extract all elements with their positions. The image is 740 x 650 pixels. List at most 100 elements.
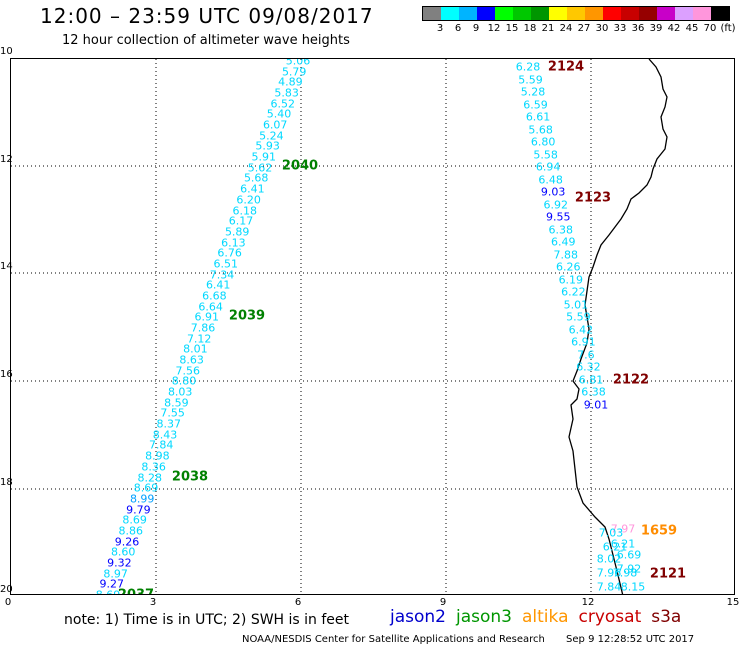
legend-swatch (459, 7, 477, 20)
wave-height-label: 8.37 (156, 417, 182, 431)
legend-label: 15 (505, 23, 519, 34)
wave-height-label: 6.18 (232, 204, 258, 218)
wave-height-label: 7.6 (577, 348, 595, 362)
wave-height-label: 9.32 (107, 556, 132, 570)
wave-height-label: 8.60 (110, 545, 136, 559)
legend-swatch (585, 7, 603, 20)
wave-height-label: 6.41 (240, 182, 265, 196)
wave-height-label: 5.40 (266, 107, 292, 121)
legend-label: (ft) (720, 23, 736, 34)
wave-height-label: 8.69 (133, 481, 159, 495)
wave-height-label: 8.28 (137, 471, 163, 485)
wave-height-label: 6.51 (213, 257, 239, 271)
satellite-name: jason3 (456, 607, 512, 627)
wave-height-label: 7.12 (186, 332, 212, 346)
wave-height-label: 5.24 (259, 129, 284, 143)
map-plot: 5.06 5.79 4.89 5.83 6.52 5.40 6.07 5.24 5.93 5.91… (10, 58, 735, 595)
grid-lines (11, 59, 734, 594)
legend-swatch (603, 7, 621, 20)
legend-label: 3 (436, 23, 444, 34)
legend-label: 36 (631, 23, 645, 34)
wave-height-label: 9.01 (583, 398, 609, 412)
wave-height-label: 5.68 (528, 123, 553, 137)
wave-height-label: 7.34 (209, 268, 235, 282)
legend-swatch (513, 7, 531, 20)
wave-height-label: 6.38 (581, 385, 606, 399)
legend-swatch (423, 7, 441, 20)
wave-height-label: 6.76 (217, 246, 242, 260)
wave-height-label: 7.98 (612, 566, 638, 580)
wave-height-label: 5.59 (566, 310, 591, 324)
color-legend: 3 6 9 12 15 18 21 24 27 30 33 36 39 42 45 70 (ft) (422, 6, 736, 35)
wave-height-label: 6.92 (543, 198, 568, 212)
wave-height-label: 5.62 (247, 161, 273, 175)
wave-height-label: 8.63 (179, 353, 204, 367)
wave-height-label: 8.99 (129, 492, 155, 506)
wave-height-label: 8.86 (118, 524, 144, 538)
wave-height-label: 6.07 (262, 118, 288, 132)
wave-height-label: 7.96 (596, 566, 622, 580)
wave-height-label: 9.79 (126, 503, 151, 517)
legend-swatch (711, 7, 729, 20)
y-tick-label: 18 (0, 477, 13, 488)
wave-height-label: 9.55 (545, 210, 571, 224)
wave-height-label: 9.26 (114, 535, 140, 549)
legend-swatch (549, 7, 567, 20)
map-canvas (11, 59, 734, 594)
legend-label: 42 (667, 23, 681, 34)
legend-label: 6 (454, 23, 462, 34)
wave-height-label: 5.91 (251, 150, 277, 164)
wave-height-label: 5.79 (281, 65, 307, 79)
wave-height-label: 6.59 (523, 98, 548, 112)
y-tick-label: 16 (0, 369, 13, 380)
pass-number-label: 2121 (649, 566, 687, 582)
wave-height-label: 5.59 (518, 73, 543, 87)
map-title: 12:00 – 23:59 UTC 09/08/2017 (40, 4, 374, 28)
wave-height-label: 8.03 (167, 385, 193, 399)
legend-label: 70 (703, 23, 717, 34)
legend-label: 21 (541, 23, 555, 34)
legend-label: 30 (595, 23, 609, 34)
wave-height-label: 8.43 (152, 428, 178, 442)
wave-height-label: 8.01 (183, 342, 208, 356)
pass-number-label: 2037 (117, 587, 155, 595)
legend-swatch (639, 7, 657, 20)
x-tick-label: 15 (726, 597, 740, 608)
wave-height-label: 8.02 (596, 552, 622, 566)
wave-height-label: 7.55 (160, 406, 185, 420)
wave-height-label: 6.26 (556, 260, 581, 274)
wave-height-label: 6.20 (236, 193, 261, 207)
legend-swatch (495, 7, 513, 20)
pass-number-label: 2040 (281, 158, 319, 174)
wave-height-label: 5.06 (285, 58, 311, 68)
wave-height-label: 5.93 (255, 139, 280, 153)
wave-height-label: 7.92 (616, 562, 642, 576)
wave-height-label: 6.80 (530, 135, 556, 149)
y-tick-label: 14 (0, 261, 13, 272)
legend-swatch (567, 7, 585, 20)
wave-height-label: 6.61 (525, 110, 551, 124)
legend-label: 12 (487, 23, 501, 34)
wave-height-label: 5.58 (533, 148, 558, 162)
satellite-name: jason2 (390, 607, 446, 627)
wave-height-label: 6.13 (221, 236, 246, 250)
satellite-legend: jason2 jason3 altika cryosat s3a (390, 607, 691, 627)
legend-swatch (477, 7, 495, 20)
satellite-name: s3a (651, 607, 682, 627)
legend-label: 24 (559, 23, 573, 34)
legend-label: 33 (613, 23, 627, 34)
wave-height-label: 8.36 (141, 460, 166, 474)
pass-number-label: 2038 (171, 469, 209, 485)
wave-height-label: 8.69 (122, 513, 147, 527)
x-tick-label: 6 (294, 597, 302, 608)
legend-label: 45 (685, 23, 699, 34)
wave-height-label: 6.81 (578, 373, 604, 387)
wave-height-label: 7.88 (553, 248, 579, 262)
legend-label: 27 (577, 23, 591, 34)
wave-height-label: 5.28 (520, 85, 546, 99)
units-note: note: 1) Time is in UTC; 2) SWH is in fe… (64, 612, 350, 628)
pass-number-label: 2124 (547, 59, 585, 75)
footer-agency: NOAA/NESDIS Center for Satellite Applica… (242, 634, 545, 645)
wave-height-label: 6.64 (198, 300, 223, 314)
wave-height-label: 6.41 (205, 278, 231, 292)
